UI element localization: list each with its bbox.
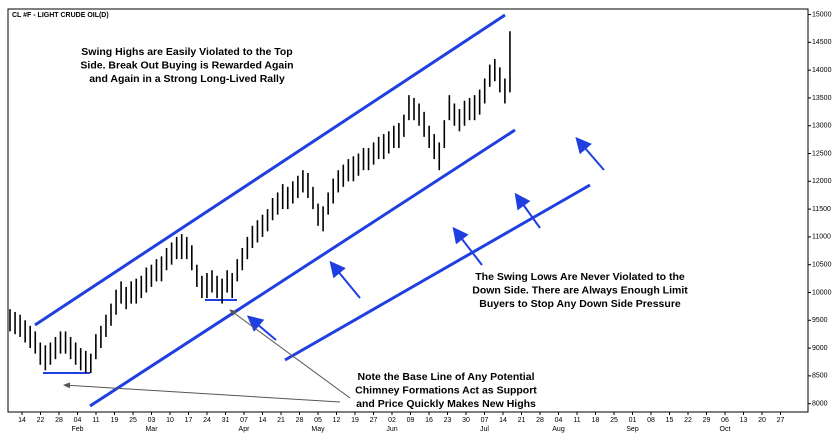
y-tick-label: 8000 — [812, 401, 828, 408]
arrow — [575, 136, 605, 171]
annotation: The Swing Lows Are Never Violated to the — [475, 271, 685, 283]
y-tick-label: 14000 — [812, 67, 832, 74]
x-tick-label: 27 — [370, 417, 378, 424]
x-tick-label: 22 — [684, 417, 692, 424]
x-tick-label: 01 — [629, 417, 637, 424]
x-month-label: Feb — [71, 426, 83, 433]
upper-trend-line — [34, 13, 506, 327]
x-tick-label: 04 — [74, 417, 82, 424]
x-tick-label: 23 — [444, 417, 452, 424]
y-tick-label: 10000 — [812, 289, 832, 296]
x-month-label: May — [311, 426, 325, 433]
x-tick-label: 25 — [129, 417, 137, 424]
y-tick-label: 8500 — [812, 373, 828, 380]
y-tick-label: 9500 — [812, 317, 828, 324]
x-tick-label: 21 — [518, 417, 526, 424]
x-tick-label: 13 — [740, 417, 748, 424]
x-tick-label: 17 — [185, 417, 193, 424]
y-tick-label: 13000 — [812, 123, 832, 130]
x-tick-label: 14 — [259, 417, 267, 424]
y-tick-label: 13500 — [812, 95, 832, 102]
x-tick-label: 28 — [55, 417, 63, 424]
x-tick-label: 19 — [351, 417, 359, 424]
y-tick-label: 15000 — [812, 11, 832, 18]
pointer-lines — [63, 309, 351, 403]
arrow — [452, 226, 483, 266]
x-tick-label: 03 — [148, 417, 156, 424]
x-tick-label: 19 — [111, 417, 119, 424]
y-tick-label: 12500 — [812, 150, 832, 157]
x-tick-label: 27 — [777, 417, 785, 424]
x-tick-label: 20 — [758, 417, 766, 424]
chart-title: CL #F - LIGHT CRUDE OIL(D) — [12, 12, 109, 19]
x-tick-label: 28 — [536, 417, 544, 424]
arrows — [246, 136, 605, 341]
x-month-label: Mar — [145, 426, 158, 433]
y-tick-label: 14500 — [812, 39, 832, 46]
pointer-line — [63, 382, 341, 403]
x-tick-label: 22 — [37, 417, 45, 424]
x-tick-label: 09 — [407, 417, 415, 424]
x-tick-label: 18 — [592, 417, 600, 424]
arrow — [514, 192, 541, 229]
x-tick-label: 11 — [92, 417, 99, 424]
x-tick-label: 24 — [203, 417, 211, 424]
x-month-label: Apr — [239, 426, 251, 433]
annotation: and Price Quickly Makes New Highs — [356, 398, 536, 410]
x-month-label: Aug — [552, 426, 565, 433]
annotation: Buyers to Stop Any Down Side Pressure — [479, 298, 681, 310]
x-tick-label: 15 — [666, 417, 674, 424]
x-tick-label: 05 — [314, 417, 322, 424]
plot-frame — [7, 8, 809, 413]
lower-trend-line — [284, 183, 591, 362]
x-tick-label: 10 — [166, 417, 174, 424]
trend-lines — [34, 13, 591, 408]
y-tick-label: 10500 — [812, 262, 832, 269]
y-tick-label: 11500 — [812, 206, 831, 213]
annotation: Side. Break Out Buying is Rewarded Again — [80, 59, 293, 71]
annotation: Chimney Formations Act as Support — [355, 384, 537, 396]
y-tick-label: 12000 — [812, 178, 832, 185]
x-month-label: Oct — [720, 426, 731, 433]
x-tick-label: 29 — [703, 417, 711, 424]
x-tick-label: 11 — [573, 417, 580, 424]
x-tick-label: 08 — [647, 417, 655, 424]
arrow — [329, 260, 361, 299]
annotation: Swing Highs are Easily Violated to the T… — [81, 46, 292, 58]
x-tick-label: 12 — [333, 417, 341, 424]
x-tick-label: 02 — [388, 417, 396, 424]
x-tick-label: 07 — [481, 417, 489, 424]
base-lines — [43, 299, 237, 374]
pointer-line — [229, 309, 351, 399]
x-tick-label: 31 — [222, 417, 230, 424]
x-tick-label: 14 — [499, 417, 507, 424]
annotation: Down Side. There are Always Enough Limit — [472, 284, 688, 296]
x-tick-label: 04 — [555, 417, 563, 424]
x-month-label: Jul — [480, 426, 489, 433]
annotation: and Again in a Strong Long-Lived Rally — [89, 73, 285, 85]
x-tick-label: 30 — [462, 417, 470, 424]
x-tick-label: 25 — [610, 417, 618, 424]
x-month-label: Sep — [626, 426, 639, 433]
x-tick-label: 28 — [296, 417, 304, 424]
arrow — [246, 315, 277, 341]
x-month-label: Jun — [386, 426, 397, 433]
y-tick-label: 11000 — [812, 234, 831, 241]
annotation: Note the Base Line of Any Potential — [358, 371, 535, 383]
y-tick-label: 9000 — [812, 345, 828, 352]
x-tick-label: 14 — [18, 417, 26, 424]
x-tick-label: 06 — [721, 417, 729, 424]
x-tick-label: 21 — [277, 417, 285, 424]
middle-trend-line — [89, 128, 516, 408]
x-tick-label: 16 — [425, 417, 433, 424]
x-tick-label: 07 — [240, 417, 248, 424]
